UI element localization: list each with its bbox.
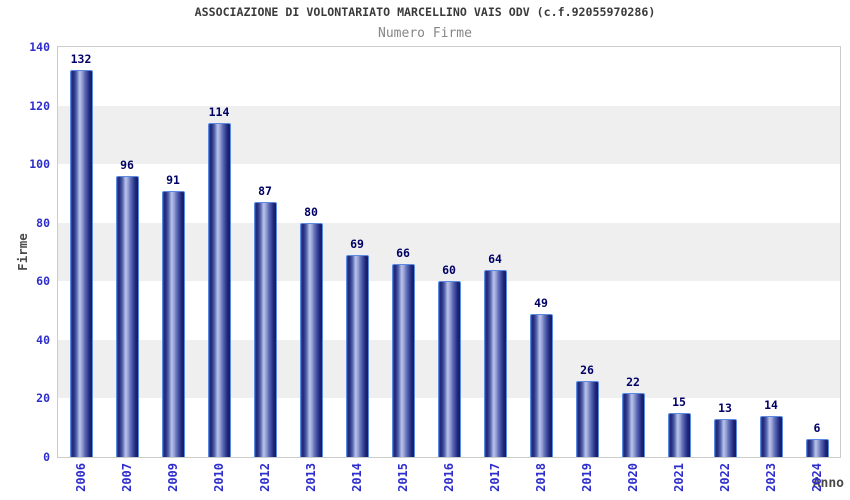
bar — [345, 254, 369, 457]
plot-area: 132 96 91 114 87 80 69 66 60 64 49 26 22 15 13 14 6 — [57, 46, 841, 458]
bar — [575, 380, 599, 457]
bar — [713, 418, 737, 457]
bar — [621, 392, 645, 457]
bar-value-label: 87 — [258, 184, 272, 199]
bar-value-label: 22 — [626, 374, 640, 389]
y-tick-label: 120 — [29, 98, 50, 113]
bar — [69, 70, 93, 457]
bar-value-label: 69 — [350, 236, 364, 251]
x-tick-label: 2010 — [212, 463, 226, 492]
y-tick-label: 20 — [36, 391, 50, 406]
y-axis-title: Firme — [15, 233, 30, 271]
x-tick-label: 2019 — [580, 463, 594, 492]
bar-value-label: 15 — [672, 395, 686, 410]
grid-band — [58, 222, 840, 282]
x-tick-label: 2007 — [120, 463, 134, 492]
x-tick-label: 2021 — [672, 463, 686, 492]
x-tick-label: 2012 — [258, 463, 272, 492]
bar — [115, 175, 139, 457]
bar-value-label: 66 — [396, 245, 410, 260]
bar-value-label: 6 — [813, 421, 821, 436]
bar — [805, 439, 829, 457]
y-tick-label: 80 — [36, 215, 50, 230]
x-tick-label: 2023 — [764, 463, 778, 492]
y-tick-label: 60 — [36, 274, 50, 289]
grid-band — [58, 105, 840, 165]
bar — [667, 413, 691, 457]
x-axis-title: Anno — [812, 476, 844, 491]
bar-value-label: 132 — [70, 52, 92, 67]
bar-value-label: 14 — [764, 398, 778, 412]
y-tick-label: 40 — [36, 332, 50, 347]
bar — [437, 281, 461, 457]
chart-title: ASSOCIAZIONE DI VOLONTARIATO MARCELLINO … — [194, 5, 656, 19]
bar — [391, 263, 415, 457]
bar-value-label: 114 — [208, 105, 230, 120]
bar — [161, 190, 185, 457]
bar-value-label: 96 — [120, 157, 134, 172]
y-tick-label: 0 — [43, 450, 50, 464]
x-tick-label: 2018 — [534, 463, 548, 492]
bar — [483, 269, 507, 457]
bar-value-label: 64 — [488, 251, 502, 266]
x-tick-label: 2009 — [166, 463, 180, 492]
x-tick-label: 2017 — [488, 463, 502, 492]
y-tick-label: 100 — [29, 157, 50, 172]
chart-subtitle: Numero Firme — [378, 26, 472, 41]
bar — [529, 313, 553, 457]
x-tick-label: 2024 — [810, 463, 824, 492]
bar-value-label: 91 — [166, 172, 180, 187]
x-tick-label: 2014 — [350, 463, 364, 492]
bar-value-label: 60 — [442, 263, 456, 278]
x-tick-label: 2022 — [718, 463, 732, 492]
bar-value-label: 26 — [580, 362, 594, 377]
bar — [207, 123, 231, 457]
y-tick-label: 140 — [29, 40, 50, 54]
x-tick-label: 2013 — [304, 463, 318, 492]
x-tick-label: 2016 — [442, 463, 456, 492]
x-tick-label: 2006 — [74, 463, 88, 492]
x-tick-label: 2020 — [626, 463, 640, 492]
bar-value-label: 80 — [304, 204, 318, 219]
x-tick-label: 2015 — [396, 463, 410, 492]
bar — [253, 202, 277, 457]
bar — [299, 222, 323, 457]
bar-value-label: 13 — [718, 400, 732, 415]
bar — [759, 416, 783, 457]
bar-value-label: 49 — [534, 295, 548, 310]
